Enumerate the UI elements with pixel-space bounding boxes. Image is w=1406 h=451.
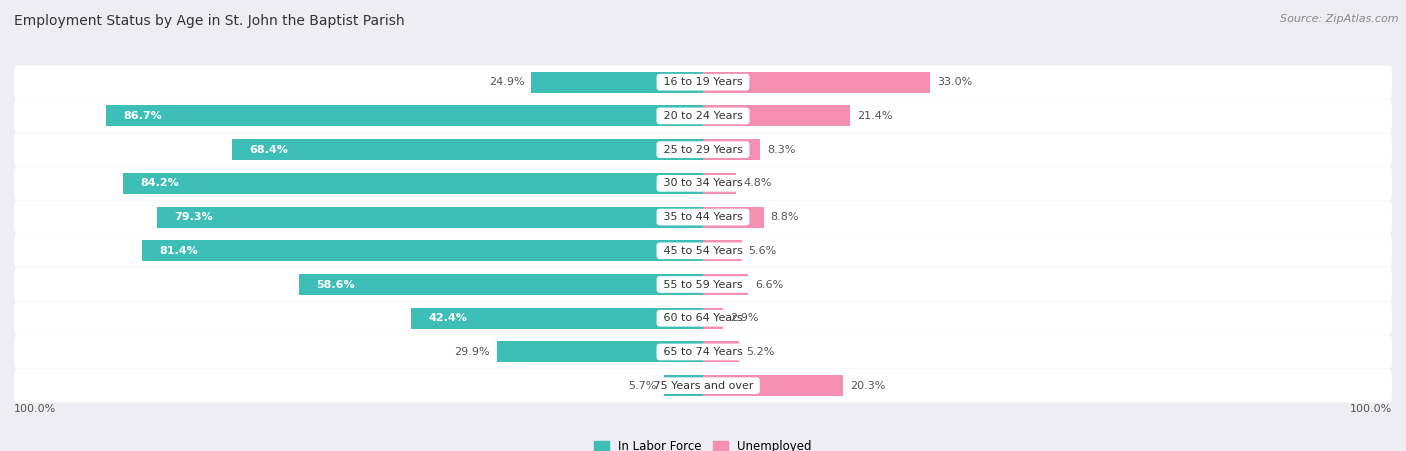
Text: 81.4%: 81.4%: [159, 246, 198, 256]
Bar: [703, 274, 748, 295]
FancyBboxPatch shape: [14, 167, 1392, 200]
Legend: In Labor Force, Unemployed: In Labor Force, Unemployed: [589, 435, 817, 451]
Bar: [703, 173, 737, 194]
Text: 100.0%: 100.0%: [14, 404, 56, 414]
Bar: [703, 207, 763, 227]
Text: 86.7%: 86.7%: [122, 111, 162, 121]
Bar: [411, 308, 703, 329]
Bar: [703, 106, 851, 126]
Bar: [703, 72, 931, 92]
Text: 8.3%: 8.3%: [768, 145, 796, 155]
Text: 29.9%: 29.9%: [454, 347, 491, 357]
Text: 58.6%: 58.6%: [316, 280, 356, 290]
Text: 8.8%: 8.8%: [770, 212, 799, 222]
Bar: [496, 341, 703, 363]
Bar: [105, 106, 703, 126]
Text: 5.6%: 5.6%: [748, 246, 776, 256]
Text: 84.2%: 84.2%: [141, 178, 179, 189]
Bar: [703, 341, 738, 363]
Text: 5.7%: 5.7%: [628, 381, 657, 391]
FancyBboxPatch shape: [14, 200, 1392, 234]
Text: 79.3%: 79.3%: [174, 212, 212, 222]
Text: 35 to 44 Years: 35 to 44 Years: [659, 212, 747, 222]
Text: Employment Status by Age in St. John the Baptist Parish: Employment Status by Age in St. John the…: [14, 14, 405, 28]
FancyBboxPatch shape: [14, 268, 1392, 301]
Text: 25 to 29 Years: 25 to 29 Years: [659, 145, 747, 155]
Text: 65 to 74 Years: 65 to 74 Years: [659, 347, 747, 357]
FancyBboxPatch shape: [14, 99, 1392, 133]
Bar: [299, 274, 703, 295]
Text: 21.4%: 21.4%: [858, 111, 893, 121]
Bar: [703, 139, 761, 160]
FancyBboxPatch shape: [14, 302, 1392, 335]
Text: 45 to 54 Years: 45 to 54 Years: [659, 246, 747, 256]
Text: 20 to 24 Years: 20 to 24 Years: [659, 111, 747, 121]
Text: 42.4%: 42.4%: [427, 313, 467, 323]
Text: 55 to 59 Years: 55 to 59 Years: [659, 280, 747, 290]
Text: 100.0%: 100.0%: [1350, 404, 1392, 414]
Text: 68.4%: 68.4%: [249, 145, 288, 155]
Text: 60 to 64 Years: 60 to 64 Years: [659, 313, 747, 323]
FancyBboxPatch shape: [14, 234, 1392, 267]
FancyBboxPatch shape: [14, 65, 1392, 99]
Text: 20.3%: 20.3%: [849, 381, 886, 391]
Text: 4.8%: 4.8%: [742, 178, 772, 189]
Text: 2.9%: 2.9%: [730, 313, 758, 323]
Bar: [142, 240, 703, 261]
Bar: [122, 173, 703, 194]
Bar: [232, 139, 703, 160]
Text: 33.0%: 33.0%: [938, 77, 973, 87]
Bar: [531, 72, 703, 92]
Bar: [703, 240, 741, 261]
Bar: [156, 207, 703, 227]
FancyBboxPatch shape: [14, 335, 1392, 368]
Bar: [703, 375, 842, 396]
Text: 6.6%: 6.6%: [755, 280, 783, 290]
Text: 5.2%: 5.2%: [745, 347, 775, 357]
Text: 75 Years and over: 75 Years and over: [650, 381, 756, 391]
Bar: [664, 375, 703, 396]
Text: 30 to 34 Years: 30 to 34 Years: [659, 178, 747, 189]
Bar: [703, 308, 723, 329]
FancyBboxPatch shape: [14, 369, 1392, 402]
FancyBboxPatch shape: [14, 133, 1392, 166]
Text: Source: ZipAtlas.com: Source: ZipAtlas.com: [1281, 14, 1399, 23]
Text: 16 to 19 Years: 16 to 19 Years: [659, 77, 747, 87]
Text: 24.9%: 24.9%: [489, 77, 524, 87]
